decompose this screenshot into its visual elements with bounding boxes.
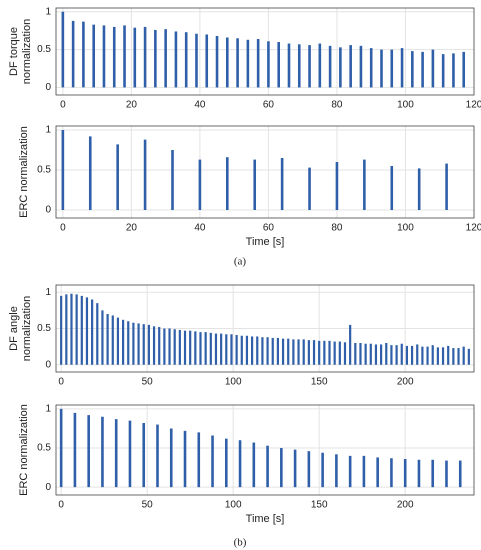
y-tick-label: 0.5 [37,443,51,454]
y-axis-label: normalization [21,296,33,361]
axes-frame [55,404,475,496]
x-tick-label: 80 [331,100,343,111]
y-tick-label: 0.5 [37,323,51,334]
x-tick-label: 200 [397,500,414,511]
y-tick-label: 0 [45,359,51,370]
x-tick-label: 20 [126,223,138,234]
y-axis-label: DF torque [8,27,20,76]
x-tick-label: 0 [58,500,64,511]
y-tick-label: 0.5 [37,165,51,176]
y-tick-label: 1 [45,6,51,17]
x-tick-label: 120 [466,223,481,234]
x-tick-label: 50 [142,500,154,511]
x-tick-label: 40 [194,100,206,111]
x-axis-label: Time [s] [246,513,285,525]
y-tick-label: 0 [45,482,51,493]
x-tick-label: 100 [225,500,242,511]
y-tick-label: 0 [45,82,51,93]
x-tick-label: 150 [311,500,328,511]
axes-frame [55,7,475,96]
x-tick-label: 0 [60,223,66,234]
axes-frame [55,125,475,219]
y-tick-label: 1 [45,287,51,298]
y-tick-label: 0 [45,205,51,216]
y-tick-label: 1 [45,404,51,415]
y-tick-label: 0.5 [37,44,51,55]
x-tick-label: 120 [466,100,481,111]
x-tick-label: 40 [194,223,206,234]
x-tick-label: 0 [58,377,64,388]
x-axis-label: Time [s] [246,236,285,248]
plot-area [56,126,474,218]
x-tick-label: 50 [142,377,154,388]
x-tick-label: 100 [397,223,414,234]
axes-frame [55,284,475,373]
x-tick-label: 200 [397,377,414,388]
x-tick-label: 100 [225,377,242,388]
caption: (b) [234,537,247,549]
x-tick-label: 100 [397,100,414,111]
x-tick-label: 0 [60,100,66,111]
y-axis-label: ERC normalization [18,126,30,218]
y-axis-label: normalization [21,19,33,84]
x-tick-label: 20 [126,100,138,111]
x-tick-label: 60 [263,100,275,111]
x-tick-label: 150 [311,377,328,388]
y-tick-label: 1 [45,125,51,136]
y-axis-label: ERC normalization [18,404,30,496]
x-tick-label: 80 [331,223,343,234]
x-tick-label: 60 [263,223,275,234]
y-axis-label: DF angle [8,306,20,351]
plot-area [56,405,474,495]
caption: (a) [234,256,247,268]
